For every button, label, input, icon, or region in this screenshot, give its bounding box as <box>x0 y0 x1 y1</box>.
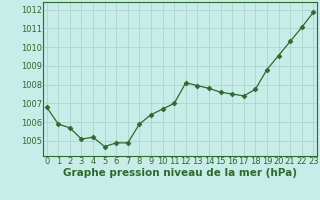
X-axis label: Graphe pression niveau de la mer (hPa): Graphe pression niveau de la mer (hPa) <box>63 168 297 178</box>
